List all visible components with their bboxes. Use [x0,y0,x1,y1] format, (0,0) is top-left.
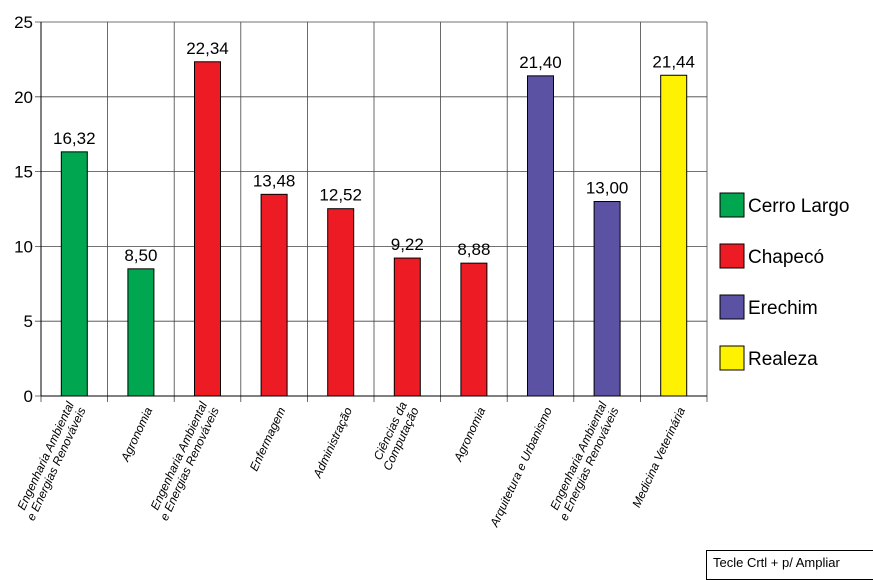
bar [128,269,154,396]
x-tick-label-line: Medicina Veterinária [629,405,688,510]
data-label: 16,32 [53,129,96,148]
y-tick-label: 20 [14,88,33,107]
bar [195,62,221,396]
bar [594,202,620,396]
data-label: 8,88 [457,240,490,259]
y-tick-label: 15 [14,163,33,182]
bar [328,209,354,396]
x-tick-label-line: Enfermagem [247,405,289,473]
legend: Cerro Largo Chapecó Erechim Realeza [720,193,849,370]
y-tick-label: 0 [24,387,33,406]
x-tick-label: Enfermagem [247,405,289,473]
x-tick-label-line: Administração [310,405,355,481]
data-label: 8,50 [124,246,157,265]
x-tick-label: Arquitetura e Urbanismo [487,405,555,530]
y-tick-label: 25 [14,13,33,32]
legend-swatch [720,193,744,217]
legend-swatch [720,295,744,319]
data-label: 21,44 [652,52,695,71]
data-label: 13,00 [586,179,629,198]
legend-swatch [720,244,744,268]
bar [261,194,287,396]
zoom-hint-box: Tecle Crtl + p/ Ampliar [706,550,873,580]
y-tick-label: 5 [24,312,33,331]
bar [394,258,420,396]
zoom-hint-text: Tecle Crtl + p/ Ampliar [713,555,840,570]
bar [661,75,687,396]
legend-swatch [720,346,744,370]
x-tick-label-line: Arquitetura e Urbanismo [487,405,555,530]
legend-label: Cerro Largo [748,196,849,217]
y-tick-label: 10 [14,237,33,256]
x-tick-label-line: Agronomia [451,405,489,465]
data-label: 22,34 [186,39,229,58]
data-label: 13,48 [253,171,296,190]
data-label: 12,52 [319,186,362,205]
data-label: 9,22 [391,235,424,254]
legend-label: Erechim [748,298,818,319]
legend-label: Chapecó [748,247,824,268]
bar [461,263,487,396]
x-tick-label: Administração [310,405,355,481]
data-label: 21,40 [519,53,562,72]
bar [61,152,87,396]
x-tick-label: Medicina Veterinária [629,405,688,510]
x-tick-label-line: Agronomia [118,405,156,465]
x-tick-label: Agronomia [451,405,489,465]
bar [528,76,554,396]
legend-label: Realeza [748,349,818,370]
x-tick-label: Agronomia [118,405,156,465]
